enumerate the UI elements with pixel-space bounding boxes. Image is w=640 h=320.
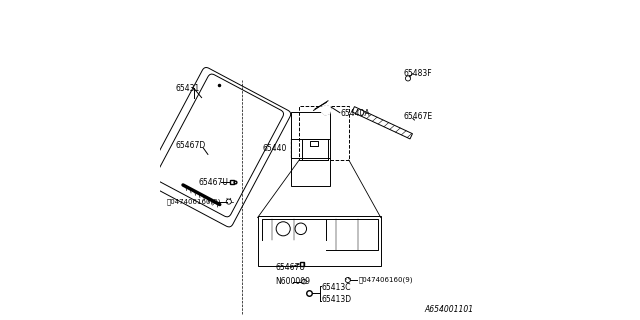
Text: 65467E: 65467E: [403, 112, 433, 121]
Text: A654001101: A654001101: [424, 305, 474, 314]
Bar: [258, 216, 381, 266]
Polygon shape: [322, 106, 332, 115]
Text: 65467D: 65467D: [176, 141, 206, 150]
Text: 65440A: 65440A: [340, 109, 371, 118]
Text: 65413C: 65413C: [322, 284, 351, 292]
Bar: [302, 139, 328, 160]
Text: 65431: 65431: [176, 84, 200, 92]
Bar: [291, 112, 330, 186]
Text: Ⓢ047406160(9): Ⓢ047406160(9): [166, 198, 221, 205]
Text: 65467U: 65467U: [275, 263, 305, 272]
Text: 65467U: 65467U: [198, 178, 228, 187]
Bar: [352, 107, 412, 139]
Text: 65413D: 65413D: [322, 295, 352, 304]
Bar: [300, 106, 349, 160]
Text: 65483F: 65483F: [403, 69, 432, 78]
Text: Ⓢ047406160(9): Ⓢ047406160(9): [358, 277, 413, 283]
Text: N600009: N600009: [275, 277, 310, 286]
Text: 65440: 65440: [262, 144, 287, 153]
